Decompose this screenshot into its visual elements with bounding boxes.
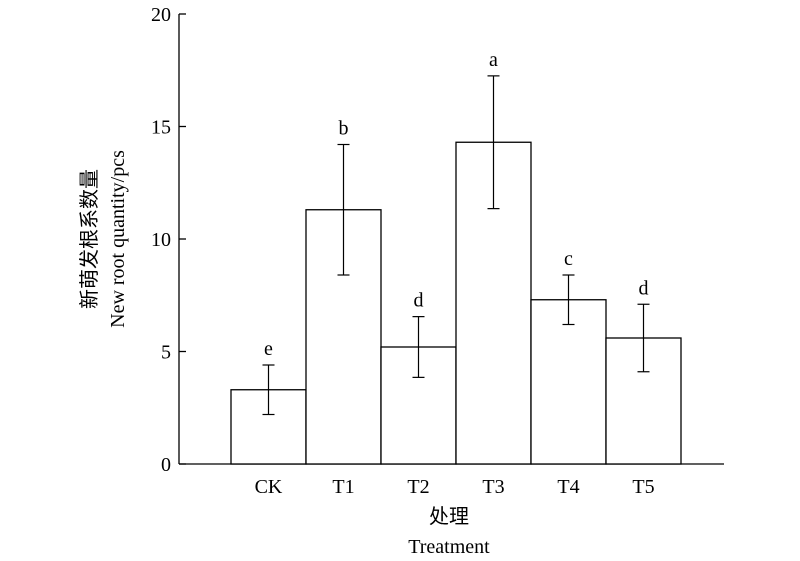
y-tick-label: 5	[161, 342, 171, 364]
x-tick-label-T3: T3	[482, 476, 504, 498]
bars: e CK b T1 d T2 a T3 c T4 d T5	[230, 49, 682, 498]
significance-letter-T2: d	[414, 290, 424, 312]
y-axis-title-cn: 新萌发根系数量	[78, 169, 101, 309]
y-tick-label: 15	[151, 117, 171, 139]
x-tick-label-CK: CK	[255, 476, 283, 498]
y-tick-label: 10	[151, 229, 171, 251]
x-axis-title-cn: 处理	[429, 505, 469, 528]
x-tick-label-T1: T1	[332, 476, 354, 498]
x-axis-title-en: Treatment	[408, 536, 490, 558]
significance-letter-CK: e	[264, 338, 273, 360]
labels: 处理 Treatment 新萌发根系数量 New root quantity/p…	[78, 150, 490, 558]
y-axis-title-en: New root quantity/pcs	[107, 150, 129, 328]
significance-letter-T4: c	[564, 248, 573, 270]
x-tick-label-T5: T5	[632, 476, 654, 498]
significance-letter-T3: a	[489, 49, 498, 71]
y-tick-label: 0	[161, 454, 171, 476]
x-tick-label-T4: T4	[557, 476, 579, 498]
bar-T3	[455, 141, 532, 465]
x-tick-label-T2: T2	[407, 476, 429, 498]
significance-letter-T5: d	[639, 277, 649, 299]
y-tick-label: 20	[151, 4, 171, 26]
significance-letter-T1: b	[339, 118, 349, 140]
